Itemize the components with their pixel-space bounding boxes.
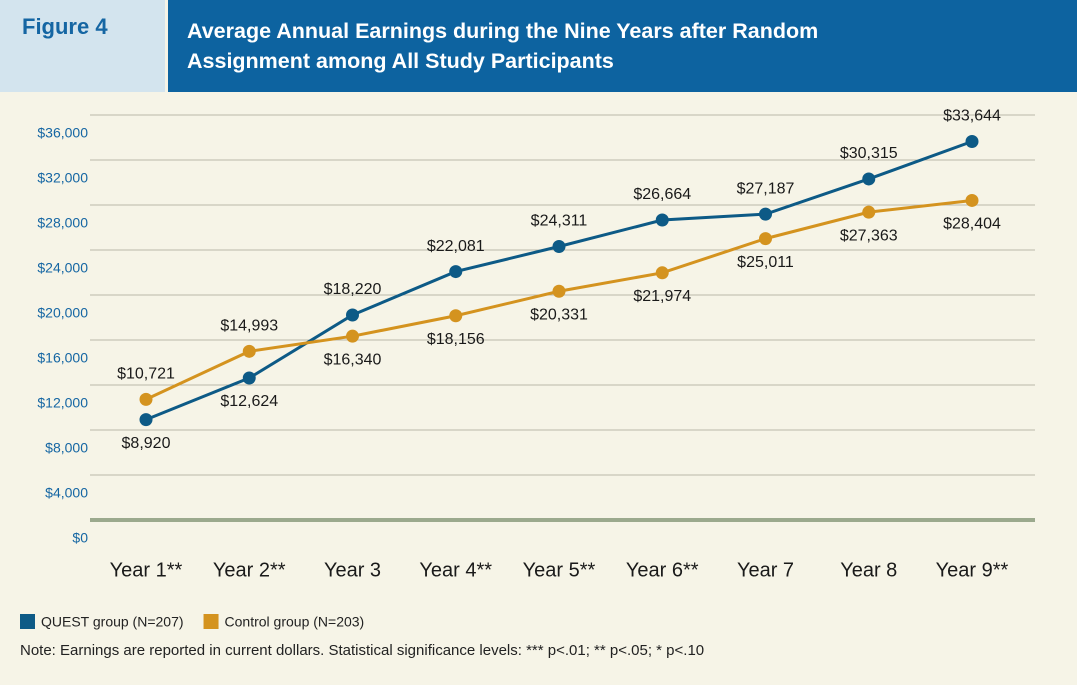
data-label: $18,156: [427, 331, 485, 348]
data-label: $12,624: [220, 393, 278, 410]
data-label: $22,081: [427, 238, 485, 255]
data-label: $14,993: [220, 318, 278, 335]
data-point: [965, 193, 979, 207]
data-label: $28,404: [943, 216, 1001, 233]
data-point: [449, 309, 463, 323]
legend-label: QUEST group (N=207): [41, 614, 184, 630]
data-label: $10,721: [117, 366, 175, 383]
legend-label: Control group (N=203): [225, 614, 365, 630]
data-point: [139, 392, 153, 406]
data-point: [759, 207, 772, 221]
data-point: [242, 371, 256, 385]
data-label: $30,315: [840, 145, 898, 162]
data-point: [655, 266, 669, 280]
x-tick-label: Year 9**: [936, 559, 1009, 581]
series-line: [145, 140, 973, 422]
data-point: [346, 329, 359, 343]
data-point: [139, 413, 153, 427]
data-label: $24,311: [531, 213, 588, 230]
y-tick-label: $4,000: [45, 485, 88, 501]
data-label: $18,220: [324, 281, 382, 298]
data-point: [552, 284, 566, 298]
y-tick-label: $24,000: [37, 260, 88, 276]
data-label: $25,011: [737, 254, 794, 271]
data-point: [552, 240, 566, 254]
data-label: $27,187: [737, 180, 795, 197]
data-label: $16,340: [324, 351, 382, 368]
data-point: [862, 172, 876, 186]
y-tick-label: $8,000: [45, 440, 88, 456]
data-label: $33,644: [943, 108, 1001, 125]
header-band: [168, 0, 1077, 92]
data-label: $20,331: [530, 306, 588, 323]
chart-title: Average Annual Earnings during the Nine …: [187, 19, 819, 73]
x-tick-label: Year 7: [737, 559, 794, 581]
x-tick-label: Year 5**: [523, 559, 596, 581]
y-tick-label: $0: [72, 530, 88, 546]
data-point: [759, 232, 772, 246]
x-tick-label: Year 1**: [110, 559, 183, 581]
x-tick-label: Year 6**: [626, 559, 699, 581]
legend-swatch: [203, 614, 219, 629]
y-tick-label: $16,000: [37, 350, 88, 366]
data-point: [449, 265, 463, 279]
data-label: $8,920: [122, 435, 171, 452]
x-tick-label: Year 3: [324, 559, 381, 581]
data-point: [862, 205, 876, 219]
data-point: [242, 344, 256, 358]
y-tick-label: $28,000: [37, 215, 88, 231]
x-tick-label: Year 8: [840, 559, 897, 581]
note: Note: Earnings are reported in current d…: [20, 642, 704, 659]
data-point: [965, 135, 979, 149]
data-label: $21,974: [633, 288, 691, 305]
data-label: $27,363: [840, 227, 898, 244]
data-label: $26,664: [633, 186, 691, 203]
data-point: [655, 213, 669, 227]
legend-swatch: [20, 614, 35, 629]
y-tick-label: $12,000: [37, 395, 88, 411]
y-tick-label: $36,000: [37, 125, 88, 141]
x-tick-label: Year 2**: [213, 559, 286, 581]
figure-label: Figure 4: [0, 0, 165, 92]
x-tick-label: Year 4**: [419, 559, 492, 581]
data-point: [346, 308, 359, 322]
y-tick-label: $32,000: [37, 170, 88, 186]
y-tick-label: $20,000: [37, 305, 88, 321]
